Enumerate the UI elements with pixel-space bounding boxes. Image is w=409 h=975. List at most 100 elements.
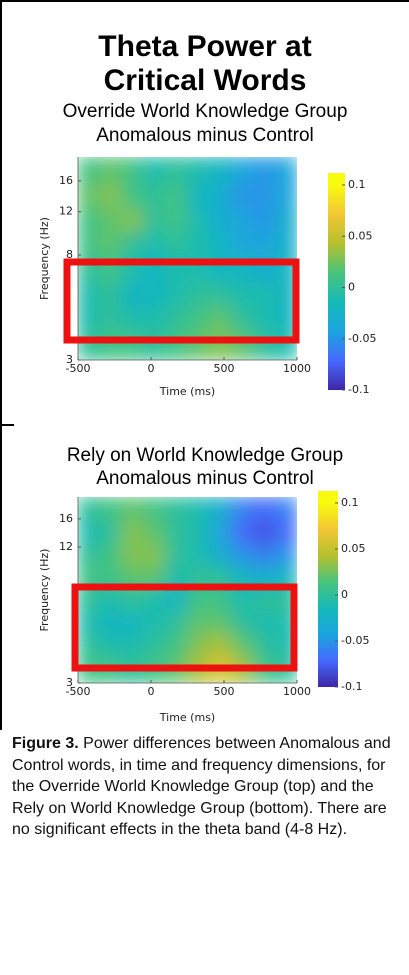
heatmap-cell: [99, 611, 123, 634]
heatmap-cell: [99, 497, 123, 521]
heatmap-cell: [143, 587, 167, 613]
caption: Figure 3. Power differences between Anom…: [12, 733, 400, 841]
heatmap-cell: [208, 305, 232, 331]
heatmap-cell: [165, 181, 188, 209]
heatmap-cell: [208, 632, 232, 657]
heatmap-cell: [143, 329, 167, 360]
heatmap-cell: [252, 281, 276, 307]
heatmap-cell: [121, 157, 145, 183]
x-tick-label: 500: [214, 362, 235, 375]
heatmap-cell: [99, 181, 123, 209]
heatmap-cell: [274, 207, 297, 233]
heatmap-cell: [143, 181, 167, 209]
heatmap-cell: [208, 157, 232, 183]
heatmap-cell: [165, 231, 188, 257]
heatmap-cell: [252, 519, 276, 545]
heatmap-cell: [252, 231, 276, 257]
heatmap-cell: [78, 587, 101, 613]
panel-title: Rely on World Knowledge Group: [67, 445, 343, 466]
heatmap-cell: [252, 181, 276, 209]
y-tick-label: 8: [66, 248, 73, 261]
heatmap-cell: [143, 207, 167, 233]
heatmap-cell: [99, 157, 123, 183]
heatmap-cell: [208, 611, 232, 634]
heatmap-cell: [99, 564, 123, 589]
heatmap-cell: [165, 157, 188, 183]
heatmap: [78, 497, 297, 683]
heatmap-cell: [143, 632, 167, 657]
heatmap-cell: [230, 497, 254, 521]
heatmap-cell: [208, 329, 232, 360]
heatmap-cell: [230, 231, 254, 257]
heatmap-cell: [78, 329, 101, 360]
heatmap-cell: [99, 305, 123, 331]
heatmap-cells: [78, 497, 297, 683]
heatmap-cell: [165, 519, 188, 545]
heatmap-cell: [121, 231, 145, 257]
y-tick-label: 16: [59, 174, 73, 187]
heatmap-cell: [208, 207, 232, 233]
heatmap-cell: [121, 519, 145, 545]
heatmap-cell: [99, 632, 123, 657]
heatmap-cell: [121, 543, 145, 566]
heatmap-cell: [143, 231, 167, 257]
heatmap-cell: [187, 281, 210, 307]
x-tick-label: 1000: [283, 685, 311, 698]
heatmap-cell: [252, 157, 276, 183]
heatmap-cell: [208, 564, 232, 589]
colorbar-tick-label: -0.1: [341, 680, 362, 693]
heatmap-cell: [187, 632, 210, 657]
heatmap-cell: [121, 305, 145, 331]
heatmap-cell: [208, 519, 232, 545]
heatmap-cells: [78, 157, 297, 360]
heatmap-cell: [274, 564, 297, 589]
heatmap-cell: [165, 281, 188, 307]
colorbar-tick-label: 0.05: [341, 542, 366, 555]
heatmap-cell: [274, 157, 297, 183]
heatmap-cell: [99, 207, 123, 233]
heatmap-cell: [143, 519, 167, 545]
heatmap-cell: [274, 543, 297, 566]
heatmap-cell: [78, 519, 101, 545]
colorbar-tick-label: 0: [348, 281, 355, 294]
heatmap-cell: [208, 281, 232, 307]
heatmap-cell: [274, 519, 297, 545]
heatmap-cell: [252, 611, 276, 634]
colorbar-tick-label: -0.1: [348, 383, 369, 396]
colorbar-tick-label: 0.05: [348, 229, 373, 242]
x-tick-label: 500: [214, 685, 235, 698]
heatmap-cell: [208, 231, 232, 257]
heatmap-cell: [187, 181, 210, 209]
highlight-box: [63, 258, 300, 344]
heatmap-cell: [187, 329, 210, 360]
heatmap-cell: [274, 231, 297, 257]
heatmap-cell: [143, 564, 167, 589]
heatmap-cell: [187, 207, 210, 233]
heatmap-cell: [99, 329, 123, 360]
heatmap-cell: [78, 611, 101, 634]
heatmap-cell: [208, 543, 232, 566]
figure: Theta Power at Critical Words Override W…: [0, 0, 409, 730]
heatmap-cell: [187, 611, 210, 634]
heatmap-cell: [252, 543, 276, 566]
heatmap-cell: [78, 632, 101, 657]
heatmap-cell: [230, 611, 254, 634]
heatmap-cell: [78, 181, 101, 209]
heatmap-cell: [78, 305, 101, 331]
heatmap-cell: [252, 587, 276, 613]
heatmap-cell: [230, 207, 254, 233]
heatmap-cell: [165, 543, 188, 566]
x-axis-label: Time (ms): [159, 711, 215, 724]
panel-subtitle: Anomalous minus Control: [96, 125, 314, 146]
heatmap-cell: [187, 157, 210, 183]
heatmap-cell: [230, 181, 254, 209]
panel-subtitle: Anomalous minus Control: [96, 468, 314, 489]
heatmap-cell: [252, 329, 276, 360]
heatmap-cell: [252, 305, 276, 331]
y-tick-label: 12: [59, 205, 73, 218]
heatmap-cell: [165, 497, 188, 521]
heatmap-cell: [121, 587, 145, 613]
heatmap-cell: [230, 564, 254, 589]
heatmap-cell: [121, 564, 145, 589]
